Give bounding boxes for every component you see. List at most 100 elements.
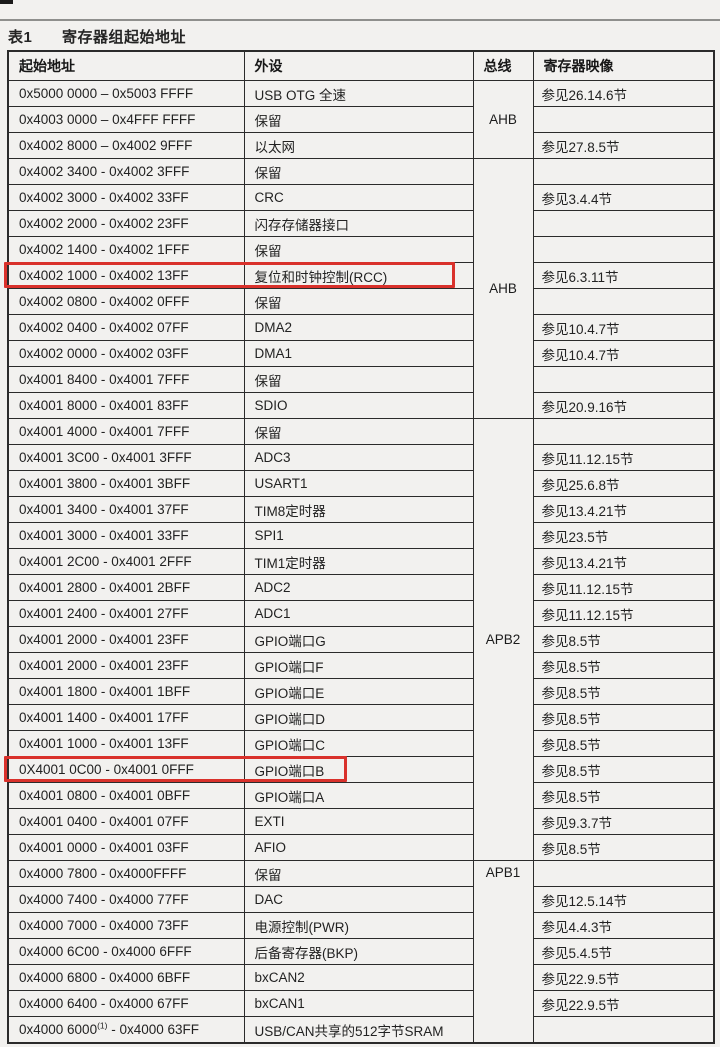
column-header-peripheral: 外设 xyxy=(243,50,474,81)
address-cell: 0x4001 3000 - 0x4001 33FF xyxy=(7,522,245,549)
footnote-marker: (1) xyxy=(97,1020,108,1031)
peripheral-cell: 保留 xyxy=(243,106,474,133)
table-row: 0x4000 6800 - 0x4000 6BFF bxCAN2 参见22.9.5节 xyxy=(7,964,715,991)
regmap-cell xyxy=(532,366,715,393)
address-cell: 0x4001 3800 - 0x4001 3BFF xyxy=(7,470,245,497)
regmap-cell: 参见8.5节 xyxy=(532,756,715,783)
peripheral-cell: GPIO端口E xyxy=(243,678,474,705)
table-caption-label: 表1 xyxy=(8,29,33,46)
address-cell: 0x4002 3000 - 0x4002 33FF xyxy=(7,184,245,211)
regmap-cell xyxy=(532,236,715,263)
regmap-cell: 参见11.12.15节 xyxy=(532,444,715,471)
regmap-cell: 参见9.3.7节 xyxy=(532,808,715,835)
regmap-cell: 参见8.5节 xyxy=(532,704,715,731)
address-cell: 0x4001 2C00 - 0x4001 2FFF xyxy=(7,548,245,575)
regmap-cell: 参见8.5节 xyxy=(532,626,715,653)
address-cell: 0x4001 4000 - 0x4001 7FFF xyxy=(7,418,245,445)
peripheral-cell: USB OTG 全速 xyxy=(243,80,474,107)
address-cell: 0X4001 0C00 - 0x4001 0FFF xyxy=(4,756,347,783)
address-cell: 0x4001 8000 - 0x4001 83FF xyxy=(7,392,245,419)
regmap-cell xyxy=(532,210,715,237)
table-row: 0x4000 7000 - 0x4000 73FF 电源控制(PWR) 参见4.4.… xyxy=(7,912,715,939)
regmap-cell: 参见20.9.16节 xyxy=(532,392,715,419)
regmap-cell: 参见27.8.5节 xyxy=(532,132,715,159)
peripheral-cell: 闪存存储器接口 xyxy=(243,210,474,237)
regmap-cell: 参见11.12.15节 xyxy=(532,600,715,627)
peripheral-cell: TIM1定时器 xyxy=(243,548,474,575)
peripheral-cell: DAC xyxy=(243,886,474,913)
regmap-cell: 参见22.9.5节 xyxy=(532,964,715,991)
regmap-cell: 参见13.4.21节 xyxy=(532,548,715,575)
peripheral-cell: SPI1 xyxy=(243,522,474,549)
peripheral-cell: USB/CAN共享的512字节SRAM xyxy=(243,1016,474,1044)
address-cell: 0x4001 3C00 - 0x4001 3FFF xyxy=(7,444,245,471)
address-cell: 0x4001 2000 - 0x4001 23FF xyxy=(7,626,245,653)
regmap-cell: 参见3.4.4节 xyxy=(532,184,715,211)
table-row: 0x4001 1400 - 0x4001 17FF GPIO端口D 参见8.5节 xyxy=(7,704,715,731)
peripheral-cell: bxCAN2 xyxy=(243,964,474,991)
table-row: 0x4002 3000 - 0x4002 33FF CRC 参见3.4.4节 xyxy=(7,184,715,211)
table-row: 0x4000 6400 - 0x4000 67FF bxCAN1 参见22.9.5节 xyxy=(7,990,715,1017)
table-row: 0x4001 4000 - 0x4001 7FFF 保留 APB2 xyxy=(7,418,715,861)
bus-cell-apb1-3: APB1 xyxy=(472,860,534,1044)
table-row: 0x4002 3400 - 0x4002 3FFF 保留 AHB xyxy=(7,158,715,419)
address-cell: 0x4000 7000 - 0x4000 73FF xyxy=(7,912,245,939)
regmap-cell: 参见25.6.8节 xyxy=(532,470,715,497)
regmap-cell xyxy=(532,158,715,185)
address-cell: 0x4002 1400 - 0x4002 1FFF xyxy=(7,236,245,263)
address-cell: 0x4002 0400 - 0x4002 07FF xyxy=(7,314,245,341)
scan-artifact-mark xyxy=(0,0,13,4)
peripheral-cell: ADC1 xyxy=(243,600,474,627)
address-cell: 0x4000 6400 - 0x4000 67FF xyxy=(7,990,245,1017)
peripheral-cell: GPIO端口A xyxy=(243,782,474,809)
table-row: 0x4000 6000(1) - 0x4000 63FF USB/CAN共享的51… xyxy=(7,1016,715,1044)
regmap-cell: 参见4.4.3节 xyxy=(532,912,715,939)
peripheral-cell: CRC xyxy=(243,184,474,211)
regmap-cell xyxy=(532,860,715,887)
peripheral-cell: 保留 xyxy=(243,418,474,445)
top-divider-rule xyxy=(0,19,720,21)
address-cell: 0x4000 6C00 - 0x4000 6FFF xyxy=(7,938,245,965)
address-cell: 0x4000 6000(1) - 0x4000 63FF xyxy=(7,1016,245,1044)
header-row: 起始地址 外设 总线 寄存器映像 xyxy=(7,50,715,81)
address-cell: 0x4002 0000 - 0x4002 03FF xyxy=(7,340,245,367)
peripheral-cell: 保留 xyxy=(243,236,474,263)
address-cell: 0x4001 8400 - 0x4001 7FFF xyxy=(7,366,245,393)
regmap-cell: 参见23.5节 xyxy=(532,522,715,549)
peripheral-cell: GPIO端口G xyxy=(243,626,474,653)
address-cell: 0x4001 0800 - 0x4001 0BFF xyxy=(7,782,245,809)
address-cell: 0x4002 8000 – 0x4002 9FFF xyxy=(7,132,245,159)
peripheral-cell: GPIO端口D xyxy=(243,704,474,731)
regmap-cell xyxy=(532,418,715,445)
address-cell: 0x4001 0400 - 0x4001 07FF xyxy=(7,808,245,835)
address-cell: 0x4001 1000 - 0x4001 13FF xyxy=(7,730,245,757)
address-cell: 0x4001 3400 - 0x4001 37FF xyxy=(7,496,245,523)
address-cell: 0x4001 1400 - 0x4001 17FF xyxy=(7,704,245,731)
table-row: 0x4001 8000 - 0x4001 83FF SDIO 参见20.9.16节 xyxy=(7,392,715,419)
address-cell: 0x4003 0000 – 0x4FFF FFFF xyxy=(7,106,245,133)
regmap-cell: 参见26.14.6节 xyxy=(532,80,715,107)
peripheral-cell: GPIO端口F xyxy=(243,652,474,679)
regmap-cell: 参见8.5节 xyxy=(532,652,715,679)
regmap-cell xyxy=(532,1016,715,1044)
peripheral-cell: 保留 xyxy=(243,288,474,315)
table-row: 0x4001 1800 - 0x4001 1BFF GPIO端口E 参见8.5节 xyxy=(7,678,715,705)
table-row: 0x4002 1000 - 0x4002 13FF 复位和时钟控制(RCC) 参见6… xyxy=(4,262,715,289)
peripheral-cell: ADC3 xyxy=(243,444,474,471)
address-cell: 0x4002 3400 - 0x4002 3FFF xyxy=(7,158,245,185)
peripheral-cell: 电源控制(PWR) xyxy=(243,912,474,939)
table-row: 0x4002 0400 - 0x4002 07FF DMA2 参见10.4.7节 xyxy=(7,314,715,341)
regmap-cell: 参见22.9.5节 xyxy=(532,990,715,1017)
table-row: 0x4002 8000 – 0x4002 9FFF 以太网 参见27.8.5节 xyxy=(7,132,715,159)
address-cell: 0x4001 0000 - 0x4001 03FF xyxy=(7,834,245,861)
address-cell: 0x5000 0000 – 0x5003 FFFF xyxy=(7,80,245,107)
column-header-bus: 总线 xyxy=(472,50,534,81)
column-header-regmap: 寄存器映像 xyxy=(532,50,715,81)
peripheral-cell: SDIO xyxy=(243,392,474,419)
peripheral-cell: GPIO端口C xyxy=(243,730,474,757)
peripheral-cell: ADC2 xyxy=(243,574,474,601)
regmap-cell: 参见6.3.11节 xyxy=(532,262,715,289)
table-row: 0x4002 2000 - 0x4002 23FF 闪存存储器接口 xyxy=(7,210,715,237)
address-cell: 0x4000 7400 - 0x4000 77FF xyxy=(7,886,245,913)
regmap-cell: 参见12.5.14节 xyxy=(532,886,715,913)
